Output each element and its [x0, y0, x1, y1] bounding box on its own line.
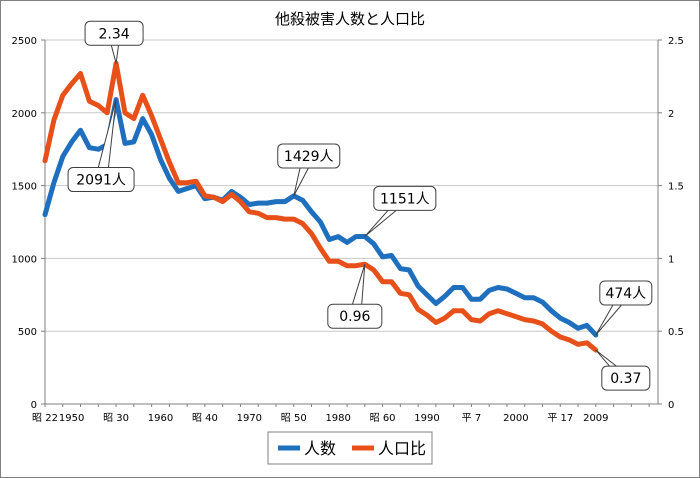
- y-right-tick-label: 1.5: [668, 182, 684, 193]
- x-tick-label: 平 17: [547, 413, 573, 424]
- y-left-tick-label: 0: [31, 400, 37, 411]
- series-line-ratio: [42, 60, 599, 353]
- x-tick-label: 昭 40: [192, 412, 218, 424]
- y-left-tick-label: 2000: [12, 109, 37, 120]
- callout-pointer: [94, 99, 117, 180]
- series-lines: [42, 60, 599, 353]
- callout-box: [84, 20, 144, 46]
- callout-pointer: [348, 264, 366, 317]
- x-tick-label: 1980: [325, 413, 350, 424]
- callout-box: [277, 143, 341, 169]
- legend: 人数 人口比: [267, 431, 433, 465]
- callout-box: [373, 185, 437, 211]
- x-tick-label: 1970: [237, 413, 262, 424]
- y-right-tick-label: 2: [668, 109, 674, 120]
- y-left-tick-label: 1000: [12, 254, 37, 265]
- series-line-count: [42, 97, 599, 338]
- legend-label: 人数: [304, 439, 336, 458]
- x-tick-label: 2000: [503, 413, 528, 424]
- y-right-tick-label: 2.5: [668, 36, 684, 47]
- callout-label: 474人: [605, 286, 646, 302]
- callout-label: 2091人: [76, 173, 126, 189]
- x-tick-label: 1950: [59, 413, 84, 424]
- axes: 0 0 500 0.5 1000 1 1500 1.5 2000 2 2500 2.5 昭 22 1950…: [12, 36, 684, 424]
- y-right-tick-label: 1: [668, 254, 674, 265]
- callout-label: 1151人: [380, 191, 430, 207]
- callout-label: 2.34: [98, 26, 129, 42]
- annotations: 2.34 2091人 1429人 1151人 0.96 474人 0.37: [67, 20, 653, 391]
- x-tick-label: 平 7: [462, 413, 482, 424]
- callout-box: [599, 280, 653, 306]
- x-tick-label: 昭 30: [103, 412, 129, 424]
- callout-box: [327, 303, 383, 329]
- chart-title: 他殺被害人数と人口比: [275, 10, 425, 28]
- legend-label: 人口比: [378, 439, 426, 458]
- callout-label: 1429人: [284, 149, 334, 165]
- callout-box: [601, 365, 651, 391]
- y-right-tick-label: 0: [668, 400, 674, 411]
- x-tick-label: 昭 22: [32, 412, 58, 424]
- x-tick-label: 2009: [583, 413, 608, 424]
- y-left-tick-label: 2500: [12, 36, 37, 47]
- y-left-tick-label: 1500: [12, 182, 37, 193]
- callout-box: [67, 167, 135, 193]
- callout-label: 0.37: [610, 371, 641, 387]
- callout-label: 0.96: [339, 309, 370, 325]
- x-tick-label: 昭 60: [370, 412, 396, 424]
- x-tick-label: 1960: [148, 413, 173, 424]
- y-right-tick-label: 0.5: [668, 327, 684, 338]
- x-tick-label: 1990: [414, 413, 439, 424]
- y-left-tick-label: 500: [18, 327, 37, 338]
- x-tick-label: 昭 50: [281, 412, 307, 424]
